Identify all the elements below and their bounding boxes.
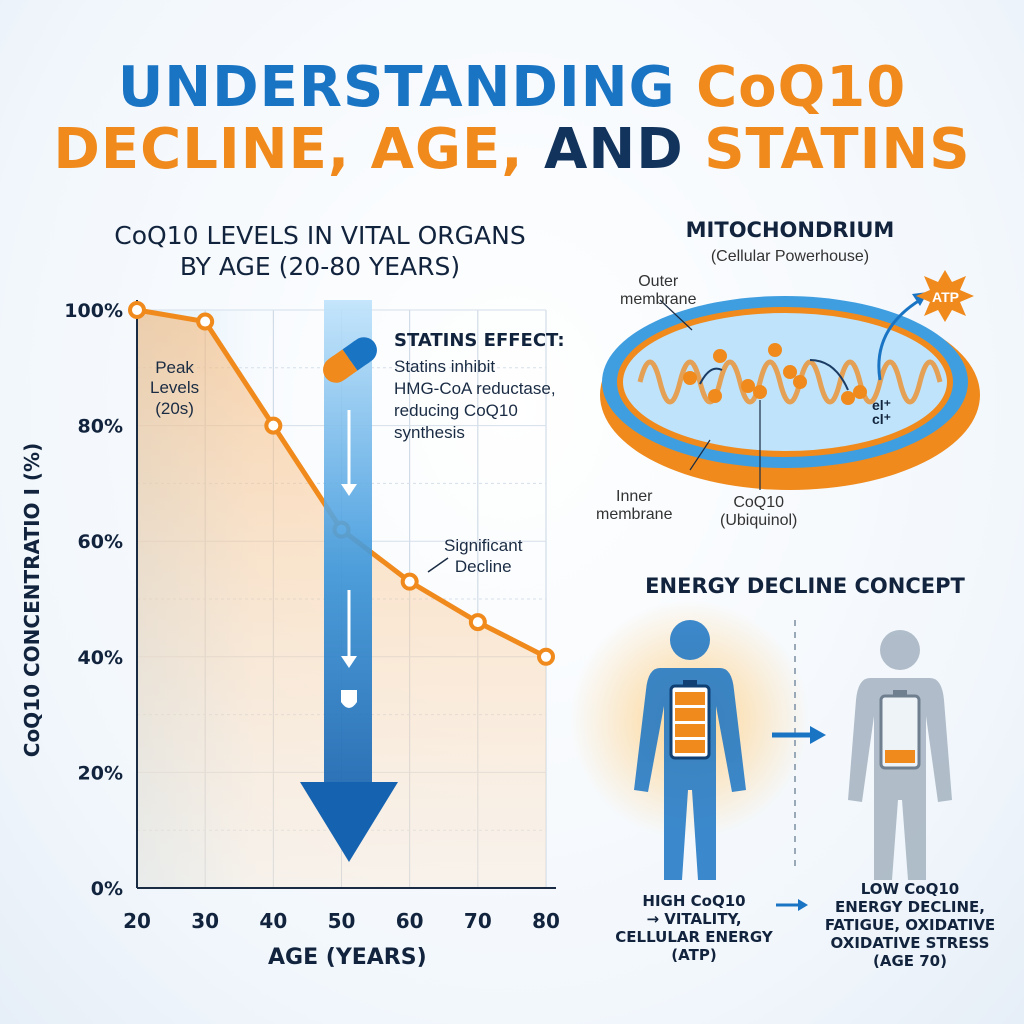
y-tick-label: 20% [78,762,123,784]
x-tick-label: 20 [123,909,151,933]
title-word-understanding: UNDERSTANDING [117,55,676,120]
coq10-molecule [741,379,755,393]
mitochondrion-title: MITOCHONDRIUM [685,218,895,242]
mitochondrion-subtitle: (Cellular Powerhouse) [710,248,870,265]
mitochondrion-diagram [600,270,980,490]
chart-title-line-2: BY AGE (20-80 YEARS) [179,252,461,282]
energy-figures [570,600,952,880]
coq10-molecule [768,343,782,357]
pill-icon [323,337,377,383]
outer-membrane-label: Outer membrane [620,273,697,309]
coq10-ubiquinol-label: CoQ10 (Ubiquinol) [720,494,798,530]
atp-burst-icon [916,270,974,322]
statins-effect-body: Statins inhibit HMG-CoA reductase, reduc… [394,357,556,443]
y-tick-label: 80% [78,416,123,438]
title-word-decline: DECLINE, [53,117,351,182]
x-tick-label: 70 [464,909,492,933]
x-tick-label: 80 [532,909,560,933]
atp-label: ATP [932,289,959,305]
data-point [468,613,487,632]
title-word-statins: STATINS [704,117,971,182]
coq10-molecule [683,371,697,385]
low-battery-icon [879,690,921,770]
page-title-line-2: DECLINE, AGE, AND STATINS [0,122,1024,178]
chart-title: CoQ10 LEVELS IN VITAL ORGANS BY AGE (20-… [40,220,600,283]
energy-decline-title: ENERGY DECLINE CONCEPT [645,574,965,598]
significant-decline-annotation: Significant Decline [444,536,523,577]
x-axis-label: AGE (YEARS) [268,945,427,970]
data-point [196,312,215,331]
mito-cristae [637,359,943,405]
low-coq10-caption: LOW CoQ10 ENERGY DECLINE, FATIGUE, OXIDA… [824,880,996,970]
data-point [264,416,283,435]
x-tick-label: 60 [396,909,424,933]
y-tick-label: 100% [64,300,123,322]
electron-flow-arrow [809,359,849,391]
coq10-molecule [708,389,722,403]
x-tick-label: 40 [259,909,287,933]
outer-membrane-pointer [659,299,693,331]
inner-membrane-pointer [689,439,711,471]
statins-arrow-head [300,782,398,862]
electron-flow-arrow [699,367,723,385]
high-energy-person [634,620,746,880]
mito-inner-membrane [617,307,953,457]
data-point [537,647,555,666]
title-word-age: AGE, [370,117,524,182]
x-tick-label: 30 [191,909,219,933]
data-point [400,572,419,591]
full-battery-icon [669,680,711,760]
decline-pointer [427,557,449,573]
statins-effect-heading: STATINS EFFECT: [394,330,565,351]
peak-levels-annotation: Peak Levels (20s) [150,358,200,418]
coq10-molecule [783,365,797,379]
title-word-and: AND [543,117,684,182]
y-axis-label: CoQ10 CONCENTRATIO I (%) [20,442,44,758]
atp-output-arrow [877,298,921,381]
coq10-molecule [793,375,807,389]
inner-membrane-label: Inner membrane [596,488,673,524]
y-tick-label: 0% [91,878,123,900]
page-title-line-1: UNDERSTANDING CoQ10 [0,60,1024,116]
arrow-hint-2-head [341,656,357,668]
y-tick-label: 40% [78,647,123,669]
arrow-hint-1-head [341,484,357,496]
coq10-molecule [841,391,855,405]
transition-arrow-icon [772,726,826,744]
x-tick-label: 50 [328,909,356,933]
coq10-molecule [713,349,727,363]
ion-label: el⁺ cl⁺ [872,397,892,427]
coq10-molecule [753,385,767,399]
y-tick-label: 60% [78,531,123,553]
high-coq10-caption: HIGH CoQ10 → VITALITY, CELLULAR ENERGY (… [615,892,773,964]
statins-arrow [300,300,398,862]
low-energy-person [848,630,952,880]
data-point [128,301,146,319]
caption-arrow-icon [776,899,808,911]
chart-title-line-1: CoQ10 LEVELS IN VITAL ORGANS [114,221,526,250]
title-word-coq10: CoQ10 [696,55,907,120]
medical-shield-icon [341,690,357,708]
coq10-molecule [853,385,867,399]
